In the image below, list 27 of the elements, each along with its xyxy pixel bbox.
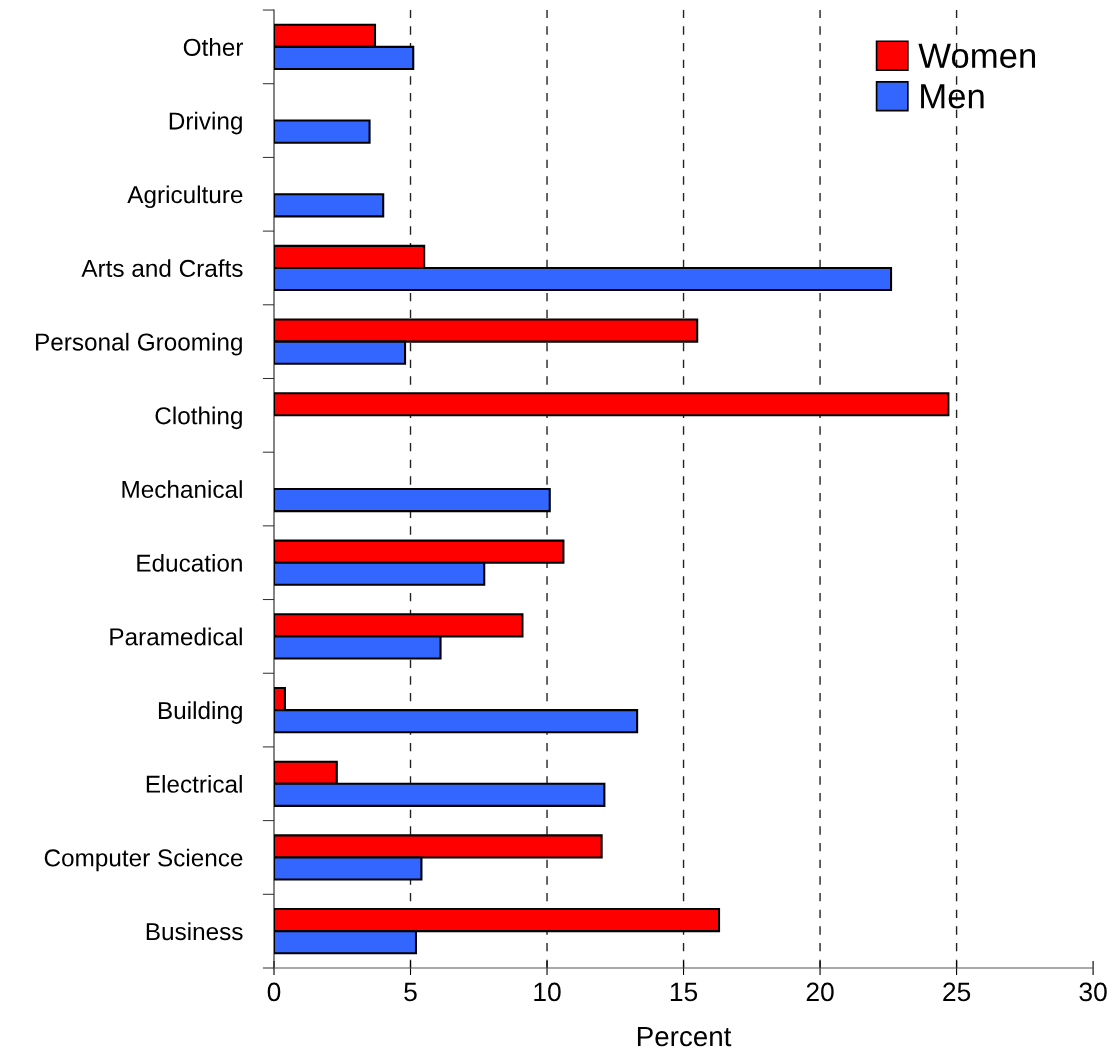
y-tick-label: Building — [158, 701, 242, 724]
x-tick-label: 5 — [404, 982, 417, 1002]
x-tick-label: 25 — [943, 982, 971, 1002]
x-tick-label: 10 — [534, 982, 561, 1002]
y-tick-label: Agriculture — [127, 185, 243, 209]
y-tick-label: Mechanical — [122, 480, 242, 499]
bar — [274, 487, 551, 513]
legend-label: Men — [921, 84, 984, 109]
x-tick-label: 0 — [267, 982, 281, 1002]
bar — [274, 392, 950, 417]
y-tick-label: Paramedical — [110, 627, 242, 646]
y-tick-label: Education — [137, 553, 242, 572]
bar — [274, 119, 371, 144]
y-tick-label: Personal Grooming — [36, 332, 242, 356]
bar — [274, 193, 385, 218]
y-tick-label: Electrical — [146, 774, 242, 793]
y-tick-label: Business — [146, 922, 243, 941]
y-tick-label: Arts and Crafts — [81, 259, 243, 277]
y-tick-label: Computer Science — [44, 848, 243, 872]
x-tick-label: 20 — [806, 982, 834, 1002]
x-tick-label: 30 — [1079, 982, 1107, 1002]
y-tick-label: Other — [183, 38, 244, 56]
y-tick-label: Clothing — [155, 406, 242, 430]
legend-label: Women — [918, 43, 1036, 69]
x-axis-title: Percent — [637, 1026, 732, 1047]
x-tick-label: 15 — [670, 982, 698, 1002]
y-tick-label: Driving — [169, 111, 242, 135]
